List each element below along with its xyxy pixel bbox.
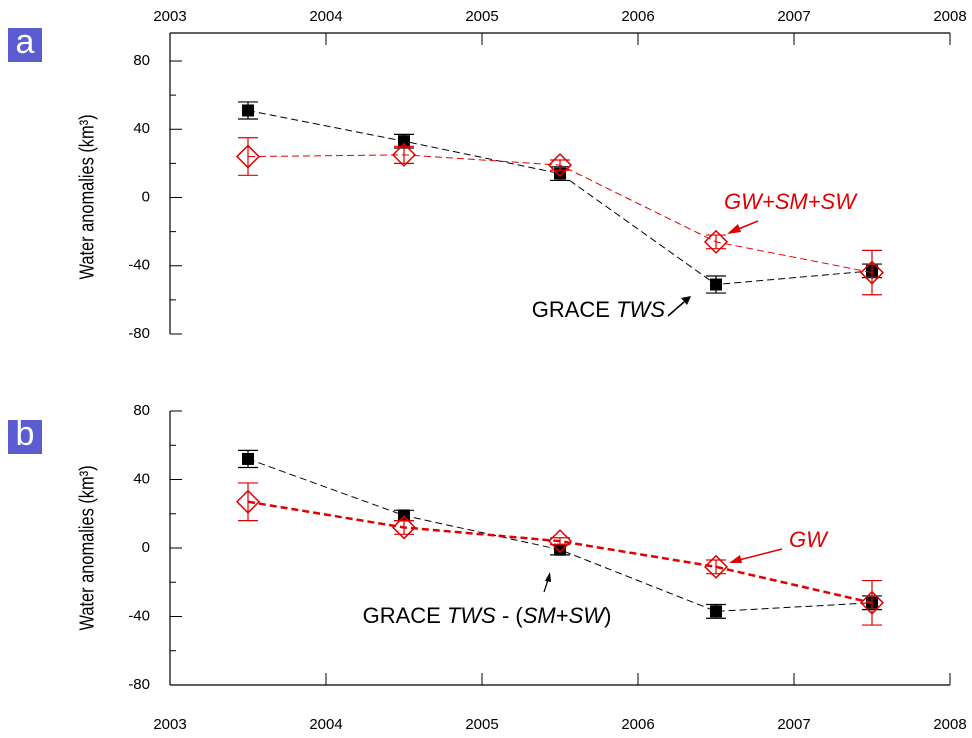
panel-badge bbox=[8, 28, 42, 62]
y-tick-label: 40 bbox=[133, 120, 150, 137]
y-tick-label: 80 bbox=[133, 52, 150, 69]
arrow bbox=[543, 579, 549, 593]
annotation-part: GRACE bbox=[363, 603, 447, 628]
annotation-part: SM bbox=[523, 603, 557, 628]
arrow bbox=[667, 301, 685, 317]
annotation-part: TWS bbox=[447, 603, 496, 628]
x-tick-label: 2006 bbox=[621, 8, 654, 25]
annotation-part: GW+SM+SW bbox=[724, 189, 858, 214]
x-tick-label: 2007 bbox=[777, 716, 810, 733]
annotation-part: GW bbox=[789, 527, 829, 552]
y-axis-label: Water anomalies (km³) bbox=[75, 114, 98, 279]
marker bbox=[859, 260, 885, 285]
annotation: GW bbox=[789, 527, 829, 552]
marker bbox=[547, 529, 573, 554]
annotation-part: ) bbox=[604, 603, 611, 628]
arrowhead bbox=[545, 572, 551, 582]
annotation: GW+SM+SW bbox=[724, 189, 858, 214]
marker bbox=[547, 153, 573, 178]
annotation-part: - ( bbox=[496, 603, 524, 628]
marker bbox=[242, 104, 254, 117]
x-tick-label: 2008 bbox=[933, 8, 966, 25]
panel-badge bbox=[8, 420, 42, 454]
x-tick-label: 2004 bbox=[309, 8, 342, 25]
x-tick-label: 2004 bbox=[309, 716, 342, 733]
x-tick-label: 2008 bbox=[933, 716, 966, 733]
y-tick-label: -40 bbox=[128, 257, 150, 274]
marker bbox=[859, 590, 885, 615]
marker bbox=[710, 278, 722, 291]
marker bbox=[398, 135, 410, 148]
marker bbox=[554, 543, 566, 556]
y-tick-label: -80 bbox=[128, 676, 150, 693]
panel-label: a bbox=[16, 23, 35, 61]
marker bbox=[391, 142, 417, 167]
x-tick-label: 2005 bbox=[465, 8, 498, 25]
y-tick-label: -40 bbox=[128, 607, 150, 624]
y-tick-label: 0 bbox=[142, 539, 150, 556]
arrowhead bbox=[727, 224, 741, 234]
x-tick-label: 2003 bbox=[153, 8, 186, 25]
x-tick-label: 2007 bbox=[777, 8, 810, 25]
marker bbox=[242, 452, 254, 465]
x-tick-label: 2003 bbox=[153, 716, 186, 733]
y-tick-label: 40 bbox=[133, 470, 150, 487]
arrowhead bbox=[681, 296, 691, 305]
marker bbox=[703, 554, 729, 579]
y-tick-label: 80 bbox=[133, 402, 150, 419]
series-line bbox=[247, 109, 873, 286]
marker bbox=[710, 605, 722, 618]
arrowhead bbox=[729, 555, 742, 563]
marker bbox=[703, 229, 729, 254]
series-line bbox=[247, 458, 873, 612]
marker bbox=[391, 515, 417, 540]
x-tick-label: 2005 bbox=[465, 716, 498, 733]
annotation: GRACE TWS - (SM+SW) bbox=[363, 603, 612, 628]
x-tick-label: 2006 bbox=[621, 716, 654, 733]
annotation: GRACE TWS bbox=[532, 297, 666, 322]
panel-label: b bbox=[16, 415, 35, 453]
annotation-part: TWS bbox=[616, 297, 665, 322]
arrow bbox=[738, 548, 783, 561]
y-tick-label: -80 bbox=[128, 325, 150, 342]
y-tick-label: 0 bbox=[142, 188, 150, 205]
annotation-part: GRACE bbox=[532, 297, 616, 322]
marker bbox=[235, 144, 261, 169]
annotation-part: + bbox=[556, 603, 569, 628]
marker bbox=[235, 489, 261, 514]
annotation-part: SW bbox=[569, 603, 607, 628]
y-axis-label: Water anomalies (km³) bbox=[75, 465, 98, 630]
